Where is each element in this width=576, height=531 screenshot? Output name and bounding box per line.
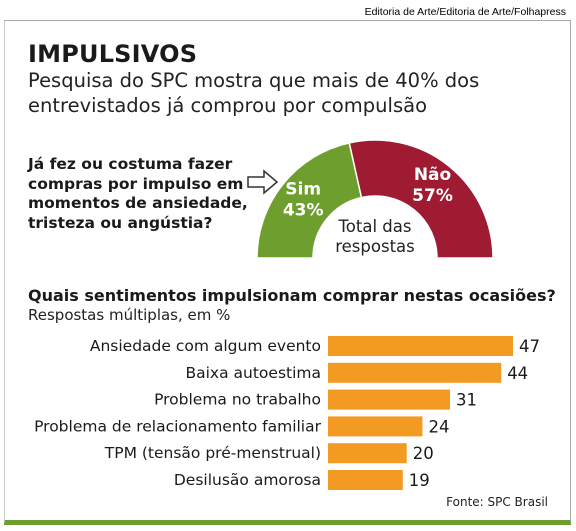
- pie-slice-não: [348, 139, 494, 259]
- page-title: IMPULSIVOS: [28, 40, 198, 68]
- source-note: Fonte: SPC Brasil: [446, 495, 548, 509]
- bar-category-label: TPM (tensão pré-menstrual): [104, 444, 321, 462]
- bar: [328, 389, 451, 410]
- bar-category-label: Problema no trabalho: [154, 391, 321, 409]
- survey-question: Já fez ou costuma fazer compras por impu…: [28, 155, 248, 232]
- bar: [328, 416, 423, 437]
- pie-center-label: respostas: [335, 237, 415, 256]
- bar-category-label: Problema de relacionamento familiar: [34, 417, 322, 435]
- pie-slice-label: Não: [414, 165, 451, 185]
- graphic-frame: [4, 20, 571, 525]
- bar: [328, 362, 502, 383]
- pie-slice-value: 57%: [412, 186, 453, 206]
- pie-center-label: Total das: [338, 217, 412, 236]
- pie-slice-sim: [256, 141, 363, 259]
- bar-value-label: 20: [413, 444, 434, 463]
- bar-value-label: 19: [409, 471, 430, 490]
- bar-category-label: Baixa autoestima: [185, 364, 321, 382]
- bar-value-label: 47: [519, 337, 540, 356]
- bar: [328, 336, 513, 356]
- page-subtitle: Pesquisa do SPC mostra que mais de 40% d…: [28, 69, 480, 117]
- pie-slice-label: Sim: [285, 179, 321, 199]
- bar-value-label: 31: [456, 391, 477, 410]
- bar-chart-subtitle: Respostas múltiplas, em %: [28, 306, 231, 324]
- right-arrow-outline-icon: [247, 169, 279, 195]
- credit-line: Editoria de Arte/Editoria de Arte/Folhap…: [364, 6, 566, 18]
- bar-category-label: Ansiedade com algum evento: [90, 337, 321, 355]
- bar: [328, 470, 403, 490]
- bar-value-label: 24: [428, 417, 449, 436]
- pie-slice-value: 43%: [283, 200, 324, 220]
- bar-category-label: Desilusão amorosa: [174, 471, 321, 489]
- bar: [328, 443, 407, 464]
- bar-value-label: 44: [507, 364, 528, 383]
- bar-chart-title: Quais sentimentos impulsionam comprar ne…: [28, 286, 556, 305]
